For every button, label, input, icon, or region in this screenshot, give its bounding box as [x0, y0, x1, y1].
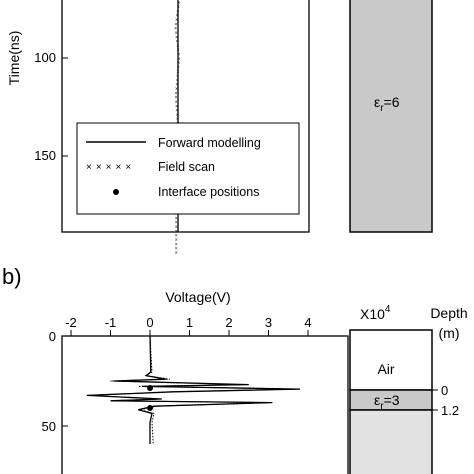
top-field-marker: ×	[175, 233, 178, 239]
bottom-x-tick-label: 4	[304, 315, 311, 330]
top-field-marker: ×	[176, 39, 179, 45]
top-field-marker: ×	[177, 65, 180, 71]
top-field-marker: ×	[177, 56, 180, 62]
legend-interface-label: Interface positions	[158, 185, 259, 199]
top-field-marker: ×	[178, 0, 181, 2]
bottom-x-tick-label: 3	[265, 315, 272, 330]
bottom-y-tick-label-0: 0	[49, 329, 56, 344]
top-field-marker: ×	[176, 117, 179, 123]
legend-box	[76, 122, 300, 215]
top-field-marker: ×	[175, 225, 178, 231]
top-field-marker: ×	[175, 220, 178, 226]
legend-field-label: Field scan	[158, 160, 215, 174]
bottom-interface-point-2	[147, 405, 153, 411]
top-y-axis-label: Time(ns)	[6, 31, 22, 86]
top-field-marker: ×	[176, 74, 179, 80]
top-field-marker: ×	[175, 82, 178, 88]
top-field-marker: ×	[174, 26, 177, 32]
top-field-marker: ×	[176, 43, 179, 49]
legend-field-swatch: ×××××	[86, 162, 135, 173]
bottom-x-tick-label: 0	[146, 315, 153, 330]
depth-unit-label: (m)	[439, 325, 460, 341]
top-y-tick-label-150: 150	[34, 148, 56, 163]
top-field-marker: ×	[175, 99, 178, 105]
bottom-x-ticks: -2 -1 0 1 2 3 4	[65, 315, 312, 336]
air-label: Air	[377, 361, 394, 377]
top-field-marker: ×	[175, 35, 178, 41]
legend-forward-label: Forward modelling	[158, 136, 261, 150]
bottom-field-scan-line	[90, 335, 297, 445]
top-field-marker: ×	[176, 112, 179, 118]
top-field-marker: ×	[177, 5, 180, 11]
top-field-marker: ×	[177, 48, 180, 54]
top-plot-frame	[61, 0, 310, 233]
bottom-y-axis: 0 50	[42, 329, 68, 434]
bottom-x-tick-label: 2	[225, 315, 232, 330]
top-y-axis: 100 150 Time(ns)	[6, 31, 68, 163]
top-field-marker: ×	[175, 108, 178, 114]
bottom-x-axis-label: Voltage(V)	[165, 289, 230, 305]
bottom-x-tick-label: -1	[105, 315, 117, 330]
top-field-marker: ×	[176, 9, 179, 15]
panel-b-label: b)	[2, 264, 22, 289]
bottom-y-tick-label-50: 50	[42, 419, 56, 434]
air-layer	[349, 329, 433, 391]
top-field-marker: ×	[177, 61, 180, 67]
top-field-marker: ×	[175, 250, 178, 256]
top-model-column	[349, 0, 433, 233]
bottom-plot-frame	[61, 335, 349, 474]
legend-interface-swatch	[113, 189, 119, 195]
top-field-marker: ×	[175, 212, 178, 218]
legend: Forward modelling ××××× Field scan Inter…	[76, 122, 300, 215]
top-field-marker: ×	[177, 0, 180, 6]
top-field-marker: ×	[175, 246, 178, 252]
bottom-interface-point-1	[147, 385, 153, 391]
halfspace-layer	[349, 409, 433, 474]
top-field-marker: ×	[175, 30, 178, 36]
top-field-marker: ×	[175, 229, 178, 235]
top-field-marker: ×	[175, 91, 178, 97]
scale-label: X104	[360, 304, 391, 322]
top-field-marker: ×	[177, 52, 180, 58]
top-field-marker: ×	[174, 95, 177, 101]
bottom-x-tick-label: 1	[186, 315, 193, 330]
bottom-x-tick-label: -2	[65, 315, 77, 330]
top-field-marker: ×	[174, 22, 177, 28]
top-field-marker: ×	[176, 78, 179, 84]
top-field-marker: ×	[175, 87, 178, 93]
top-permittivity-label: εr=6	[374, 94, 400, 114]
depth-label: Depth	[430, 305, 467, 321]
layer-permittivity-label: εr=3	[374, 392, 400, 412]
top-y-tick-label-100: 100	[34, 50, 56, 65]
top-field-marker: ×	[176, 13, 179, 19]
bottom-forward-line	[86, 335, 301, 444]
top-field-marker: ×	[175, 104, 178, 110]
top-field-marker: ×	[175, 216, 178, 222]
top-field-marker: ×	[175, 18, 178, 24]
top-field-marker: ×	[176, 69, 179, 75]
top-field-marker: ×	[175, 242, 178, 248]
depth-tick-label-0: 0	[441, 383, 448, 398]
top-field-marker: ×	[175, 237, 178, 243]
depth-tick-label-1-2: 1.2	[441, 403, 459, 418]
